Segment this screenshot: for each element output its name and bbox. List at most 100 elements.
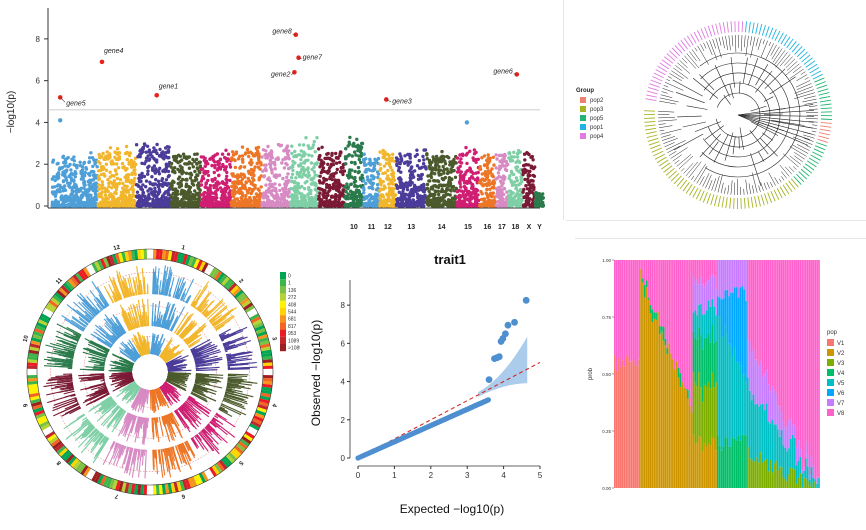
snp-point-chr10 [359,154,363,158]
tree-leaf-branch [772,48,783,63]
snp-point-chrX [521,169,526,174]
tree-leaf-branch [728,35,731,51]
tree-tip-label-mark [650,144,661,150]
snp-point-chr1 [95,165,99,169]
snp-point-chr7 [286,179,290,183]
snp-point-chr7 [276,156,280,160]
snp-point-chr4 [188,190,193,194]
snp-point-chr15 [459,185,463,189]
snp-point-chr9 [323,156,327,161]
snp-point-chr6 [233,165,238,170]
snp-point-chr4 [196,173,200,178]
snp-point-chr10 [350,154,354,158]
snp-point-chr10 [357,190,362,194]
snp-point-chr12 [387,158,391,162]
snp-point-chr3 [154,177,158,182]
snp-point-chr16 [486,181,490,186]
y-tick-label: 6 [36,77,41,86]
tree-leaf-branch [794,86,813,94]
snp-point-chr2 [121,197,126,201]
tree-tip-label-mark [725,197,728,209]
snp-point-chr9 [334,161,339,165]
snp-point-chr8 [290,199,295,203]
snp-point-chr1 [72,179,76,183]
snp-point-chr10 [348,201,353,206]
snp-point-chr14 [428,163,433,167]
snp-point-chr13 [401,187,406,191]
tree-internal-branch [729,84,734,99]
tree-leaf-branch [796,74,808,82]
snp-point-chr2 [133,172,137,176]
snp-point-chr2 [115,162,119,166]
snp-point-chr14 [445,167,449,171]
snp-point-chr13 [417,166,422,170]
density-ring-cell [72,459,82,470]
tree-tip-label-mark [789,41,797,51]
tree-internal-branch [714,64,730,97]
snp-point-chr6 [254,151,258,156]
density-ring-cell [29,392,40,398]
density-ring-cell [235,292,246,301]
snp-point-chr10 [352,191,356,195]
snp-point-chr15 [466,192,471,196]
snp-point-chr18 [520,198,524,202]
snp-point-chr12 [379,181,383,186]
snp-point-chr2 [121,186,125,190]
snp-point-chr5 [203,164,208,168]
snp-point-chr6 [252,153,256,158]
tree-leaf-branch [712,39,716,49]
snp-point-chr4 [188,176,193,180]
snp-point-chr18 [514,186,518,191]
snp-point-chrY [539,203,543,208]
density-ring-cell [50,297,61,306]
tree-tip-label-mark [655,69,666,76]
snp-point-chr6 [240,145,245,149]
tree-tip-label-mark [814,77,825,83]
snp-point-chr8 [303,181,307,185]
density-ring-cell [50,438,61,447]
snp-point-chr9 [317,197,321,201]
snp-point-chr4 [187,199,191,203]
snp-point-chr2 [98,161,102,165]
tree-leaf-branch [659,129,665,132]
tree-leaf-branch [745,179,748,195]
snp-point-chr2 [124,177,129,182]
density-ring-cell [121,481,127,493]
snp-point-chr6 [233,189,237,193]
snp-point-chr7 [261,169,265,173]
tree-leaf-branch [720,182,724,194]
snp-point-chr8 [289,186,293,191]
snp-point-chr8 [302,194,307,198]
snp-point-chr9 [319,201,323,205]
snp-point-chr9 [318,165,322,169]
tree-internal-branch [686,105,708,110]
tree-tip-label-mark [810,154,821,161]
snp-point-chr18 [519,175,523,179]
snp-point-chr12 [384,201,388,205]
snp-point-chr1 [70,197,74,201]
snp-point-chr2 [110,181,115,186]
snp-point-chr6 [240,185,245,189]
snp-point-chr3 [146,165,150,170]
snp-point-chr3 [144,202,148,206]
tree-leaf-branch [703,42,707,49]
snp-point-chr2 [110,173,114,178]
tree-tip-label-mark [711,24,716,36]
density-ring-cell [201,471,209,482]
tree-tip-label-mark [748,21,751,33]
snp-point-chr1 [72,155,76,159]
snp-point-chr4 [179,179,183,184]
tree-tip-label-mark [798,171,808,180]
snp-point-chr2 [131,188,136,192]
snp-point-chr2 [117,181,122,186]
snp-point-chrX [521,190,525,194]
snp-point-chr7 [280,161,284,165]
snp-point-chr2 [106,157,110,161]
snp-point-chr10 [348,135,352,140]
peak-leader-line [292,33,296,36]
snp-point-chr1 [56,188,61,192]
snp-point-chr16 [486,169,491,173]
snp-point-chr4 [171,179,175,183]
snp-point-chr13 [397,166,401,170]
snp-point-chr18 [514,176,519,180]
